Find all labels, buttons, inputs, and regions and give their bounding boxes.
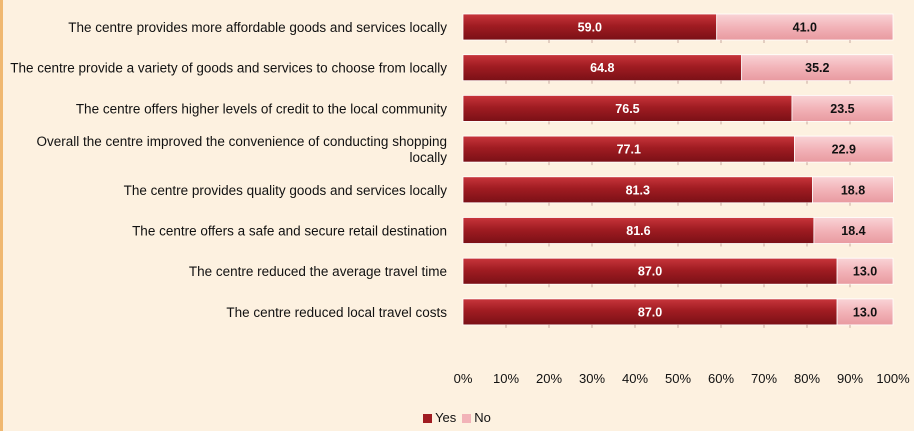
data-label-yes: 81.3 (626, 183, 650, 197)
category-label-line: The centre provides more affordable good… (68, 20, 447, 35)
data-label-no: 18.4 (841, 224, 865, 238)
legend-entry-yes: Yes (423, 410, 456, 425)
category-label: The centre offers a safe and secure reta… (132, 224, 447, 239)
data-label-yes: 59.0 (578, 21, 602, 35)
bar-yes (462, 95, 793, 122)
data-label-yes: 87.0 (638, 305, 662, 319)
bar-no (836, 257, 894, 285)
x-tick-label: 70% (751, 371, 777, 386)
category-label-line: Overall the centre improved the convenie… (36, 134, 447, 149)
data-label-yes: 77.1 (617, 143, 641, 157)
category-label: The centre offers higher levels of credi… (76, 101, 447, 116)
x-tick-label: 100% (876, 371, 910, 386)
x-tick-label: 20% (536, 371, 562, 386)
x-tick-label: 10% (493, 371, 519, 386)
category-label: The centre provides quality goods and se… (124, 183, 448, 198)
bar-no (836, 298, 894, 326)
bar-no (812, 176, 894, 204)
bar-no (791, 95, 894, 122)
bar-yes (462, 257, 838, 285)
left-border-rule (0, 0, 3, 431)
legend-label-yes: Yes (435, 410, 457, 425)
bar-yes (462, 135, 795, 163)
category-label: The centre provide a variety of goods an… (10, 61, 447, 76)
category-label: The centre provides more affordable good… (68, 20, 447, 35)
category-label-line: The centre offers higher levels of credi… (76, 101, 447, 116)
legend-entry-no: No (462, 410, 491, 425)
x-tick-label: 50% (665, 371, 691, 386)
data-label-no: 13.0 (853, 305, 877, 319)
legend-swatch-yes (423, 414, 433, 423)
legend-swatch-no (462, 414, 472, 423)
x-tick-label: 80% (794, 371, 820, 386)
bar-yes (462, 13, 718, 41)
bar-no (794, 135, 894, 163)
data-label-yes: 76.5 (615, 102, 639, 116)
category-label-line: locally (409, 150, 447, 165)
x-tick-label: 90% (837, 371, 863, 386)
bar-no (741, 54, 894, 82)
data-label-no: 22.9 (832, 143, 856, 157)
category-label-line: The centre offers a safe and secure reta… (132, 224, 447, 239)
data-label-yes: 81.6 (626, 224, 650, 238)
legend: Yes No (0, 410, 914, 425)
data-label-no: 35.2 (805, 61, 829, 75)
data-label-yes: 64.8 (590, 61, 614, 75)
legend-label-no: No (474, 410, 491, 425)
category-label: The centre reduced the average travel ti… (189, 264, 447, 279)
x-tick-label: 0% (454, 371, 473, 386)
x-tick-label: 30% (579, 371, 605, 386)
data-label-no: 13.0 (853, 265, 877, 279)
data-label-no: 23.5 (830, 102, 854, 116)
x-tick-label: 60% (708, 371, 734, 386)
bar-yes (462, 217, 815, 244)
category-label-line: The centre provide a variety of goods an… (10, 61, 447, 76)
bar-no (813, 217, 894, 244)
data-label-yes: 87.0 (638, 265, 662, 279)
bar-yes (462, 298, 838, 326)
data-label-no: 18.8 (841, 183, 865, 197)
category-label: The centre reduced local travel costs (226, 305, 447, 320)
category-label-line: The centre reduced local travel costs (226, 305, 447, 320)
data-label-no: 41.0 (793, 21, 817, 35)
category-label-line: The centre provides quality goods and se… (124, 183, 448, 198)
bar-no (716, 13, 894, 41)
category-label: Overall the centre improved the convenie… (36, 134, 447, 165)
x-tick-label: 40% (622, 371, 648, 386)
category-label-line: The centre reduced the average travel ti… (189, 264, 447, 279)
